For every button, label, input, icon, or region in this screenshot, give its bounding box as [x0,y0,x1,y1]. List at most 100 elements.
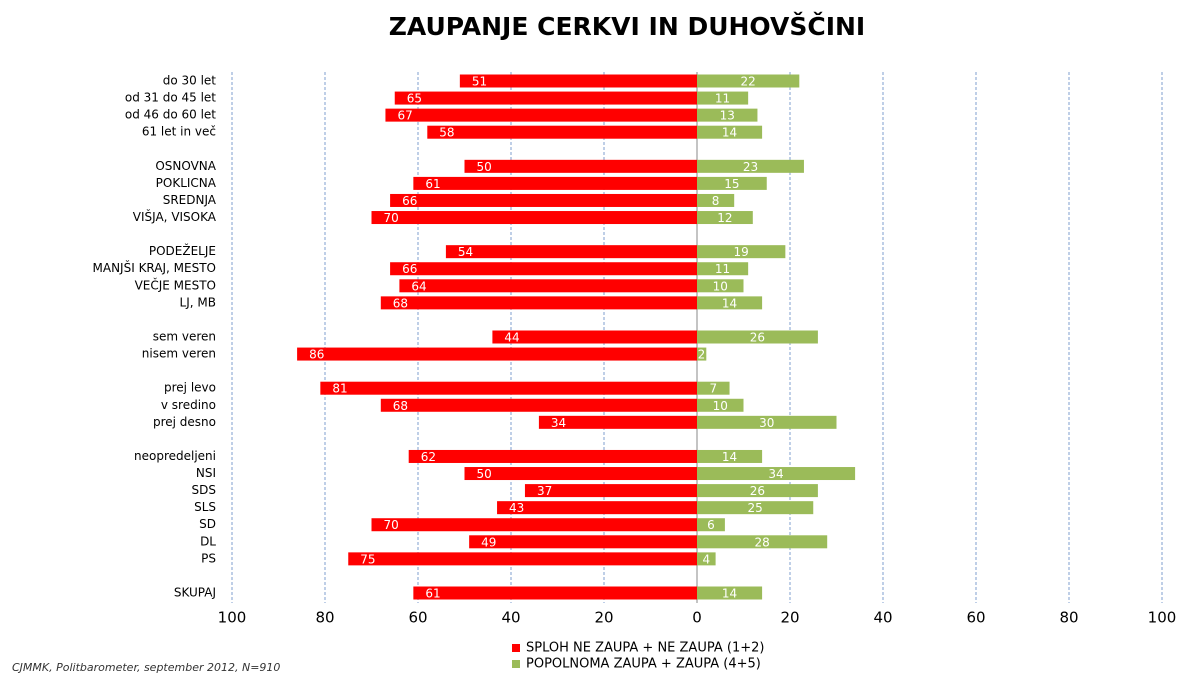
y-tick-label: sem veren [153,330,216,344]
bar [297,347,697,361]
x-tick-label: 60 [408,609,427,627]
data-label: 43 [509,501,524,515]
data-label: 11 [715,262,730,276]
x-tick-label: 0 [692,609,702,627]
data-label: 4 [702,552,710,566]
data-label: 81 [332,382,347,396]
bar [371,211,697,225]
data-label: 70 [384,518,399,532]
data-label: 50 [477,160,492,174]
bar [413,176,697,190]
bar [538,415,697,429]
data-label: 13 [720,109,735,123]
x-tick-label: 80 [315,609,334,627]
data-label: 6 [707,518,715,532]
y-tick-label: v sredino [161,398,216,412]
data-label: 34 [551,416,566,430]
data-label: 10 [713,279,728,293]
data-label: 61 [425,587,440,601]
y-tick-label: SLS [194,500,216,514]
data-label: 75 [360,552,375,566]
bar [697,586,763,600]
bar [464,467,697,481]
data-label: 8 [712,194,720,208]
x-tick-label: 100 [1148,609,1177,627]
bar [697,535,828,549]
bar [492,330,697,344]
x-tick-label: 60 [966,609,985,627]
data-label: 26 [750,484,765,498]
bar [697,262,749,276]
bar [445,245,697,259]
source-note: CJMMK, Politbarometer, september 2012, N… [12,661,280,674]
data-label: 26 [750,331,765,345]
legend-swatch [512,644,520,652]
data-label: 14 [722,296,737,310]
y-tick-label: DL [200,534,216,548]
data-label: 19 [734,245,749,259]
bar [697,449,763,463]
data-label: 68 [393,296,408,310]
data-label: 14 [722,587,737,601]
bar [697,245,786,259]
bar [697,484,818,498]
bar [697,125,763,139]
data-label: 14 [722,126,737,140]
bar [697,74,800,88]
bar [697,193,735,207]
y-tick-label: do 30 let [163,74,217,88]
bar [697,518,725,532]
data-label: 37 [537,484,552,498]
bar [524,484,697,498]
bar [697,467,856,481]
bar [697,108,758,122]
data-label: 58 [439,126,454,140]
y-tick-label: SD [199,517,216,531]
x-tick-label: 40 [501,609,520,627]
bar [459,74,697,88]
bar [427,125,697,139]
data-label: 86 [309,348,324,362]
y-tick-label: SREDNJA [163,193,217,207]
data-label: 22 [741,75,756,89]
bar [697,415,837,429]
bar [399,279,697,293]
data-label: 70 [384,211,399,225]
legend-label: SPLOH NE ZAUPA + NE ZAUPA (1+2) [526,641,764,656]
data-label: 12 [717,211,732,225]
bar [697,347,707,361]
data-label: 62 [421,450,436,464]
y-tick-label: prej desno [153,415,216,429]
data-label: 34 [768,467,783,481]
legend-label: POPOLNOMA ZAUPA + ZAUPA (4+5) [526,657,761,672]
data-label: 11 [715,92,730,106]
y-tick-label: prej levo [164,381,216,395]
data-label: 51 [472,75,487,89]
bar [371,518,697,532]
bar [697,279,744,293]
data-label: 49 [481,535,496,549]
bar [380,398,697,412]
data-label: 14 [722,450,737,464]
bar [320,381,697,395]
data-label: 2 [698,348,706,362]
data-label: 64 [411,279,426,293]
chart-title: ZAUPANJE CERKVI IN DUHOVŠČINI [389,11,866,41]
y-tick-label: LJ, MB [180,295,216,309]
data-label: 15 [724,177,739,191]
data-label: 68 [393,399,408,413]
data-label: 28 [754,535,769,549]
y-tick-label: SKUPAJ [174,586,216,600]
y-tick-label: nisem veren [142,347,216,361]
data-label: 30 [759,416,774,430]
data-label: 61 [425,177,440,191]
data-label: 50 [477,467,492,481]
bar [413,586,697,600]
bar [697,381,730,395]
y-tick-label: VIŠJA, VISOKA [133,209,217,224]
x-tick-label: 20 [594,609,613,627]
data-label: 65 [407,92,422,106]
data-label: 10 [713,399,728,413]
y-tick-label: neopredeljeni [134,449,216,463]
